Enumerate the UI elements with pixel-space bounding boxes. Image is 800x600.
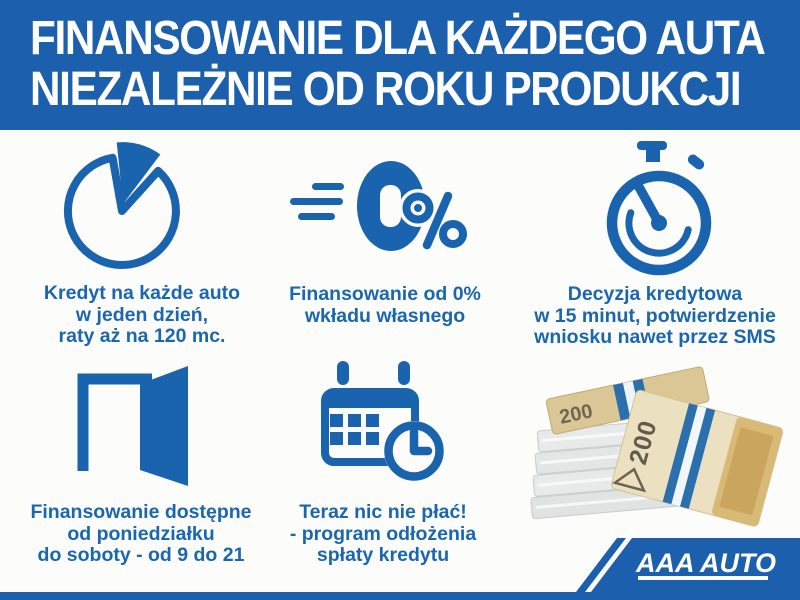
caption-line: w 15 minut, potwierdzenie	[534, 304, 776, 327]
caption-line: Kredyt na każde auto	[43, 282, 241, 304]
header-banner: FINANSOWANIE DLA KAŻDEGO AUTA NIEZALEŻNI…	[0, 0, 800, 130]
caption-line: w jeden dzień,	[75, 303, 209, 326]
caption-line: spłaty kredytu	[316, 544, 450, 566]
stopwatch-icon	[606, 141, 712, 276]
caption-line: - program odłożenia	[289, 522, 477, 545]
feature-caption-zero-percent: Finansowanie od 0% wkładu własnego	[263, 283, 507, 327]
caption-line: Finansowanie dostępne	[30, 501, 252, 523]
pie-chart-icon	[63, 142, 180, 269]
zero-percent-icon	[290, 161, 470, 253]
header-line-2: NIEZALEŻNIE OD ROKU PRODUKCJI	[30, 63, 742, 116]
logo-underline	[638, 576, 768, 580]
feature-caption-decision: Decyzja kredytowa w 15 minut, potwierdze…	[524, 283, 786, 349]
open-door-icon	[77, 366, 188, 486]
feature-caption-credit: Kredyt na każde auto w jeden dzień, raty…	[20, 282, 264, 348]
feature-caption-deferral: Teraz nic nie płać! - program odłożenia …	[261, 501, 505, 567]
calendar-clock-icon	[321, 361, 444, 481]
caption-line: wkładu własnego	[304, 304, 466, 327]
money-stacks-image: 200 200	[530, 366, 784, 527]
header-line-1: FINANSOWANIE DLA KAŻDEGO AUTA	[30, 12, 766, 65]
caption-line: od poniedziałku	[67, 522, 215, 545]
caption-line: wniosku nawet przez SMS	[534, 326, 776, 348]
caption-line: do soboty - od 9 do 21	[37, 544, 245, 566]
caption-line: Finansowanie od 0%	[289, 283, 481, 305]
caption-line: Decyzja kredytowa	[567, 283, 743, 305]
bottom-blue-strip	[0, 592, 800, 600]
brand-logo: AAA AUTO	[636, 548, 776, 578]
caption-line: Teraz nic nie płać!	[299, 501, 467, 523]
caption-line: raty aż na 120 mc.	[58, 325, 226, 347]
feature-caption-availability: Finansowanie dostępne od poniedziałku do…	[16, 501, 266, 567]
